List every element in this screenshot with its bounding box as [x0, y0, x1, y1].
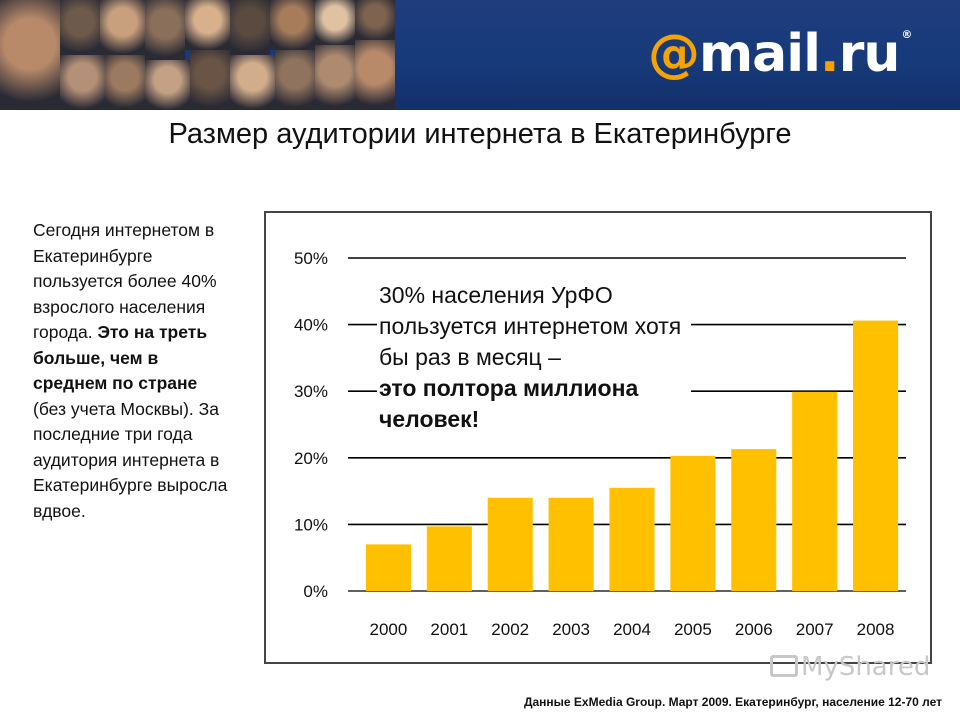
y-tick-label: 20% [294, 449, 328, 468]
collage-photo [355, 40, 395, 110]
bar-2000 [365, 544, 411, 591]
x-tick-label: 2003 [552, 620, 590, 639]
bar-2001 [426, 526, 472, 591]
y-tick-label: 10% [294, 515, 328, 534]
logo-at-sign: @ [648, 24, 700, 84]
mailru-logo[interactable]: @ mail. ru ® [648, 24, 912, 84]
slide-title: Размер аудитории интернета в Екатеринбур… [168, 118, 792, 150]
bar-chart: 0% 10% 20% 30% 40% 50% 2000 2001 2002 2003 2004 200… [294, 249, 906, 639]
description-bold: Это на треть больше, чем в среднем по ст… [33, 322, 208, 393]
collage-photo [230, 55, 275, 110]
collage-photo [0, 0, 60, 110]
bar-2005 [670, 455, 716, 591]
x-tick-label: 2002 [491, 620, 529, 639]
collage-photo [275, 50, 315, 110]
collage-photo [315, 0, 355, 45]
photo-collage [0, 0, 395, 110]
collage-photo [60, 0, 100, 55]
bar-2008 [853, 320, 899, 591]
header-banner: @ mail. ru ® [0, 0, 960, 110]
watermark: MyShared [770, 652, 930, 682]
collage-photo [145, 0, 185, 60]
x-tick-label: 2005 [674, 620, 712, 639]
description-text: Сегодня интернетом в Екатеринбурге польз… [33, 218, 228, 524]
presentation-icon [770, 655, 798, 677]
y-tick-label: 0% [303, 582, 328, 601]
collage-photo [190, 50, 230, 110]
bar-2007 [792, 391, 838, 591]
description-part-1: Сегодня интернетом в Екатеринбурге польз… [33, 220, 217, 342]
y-tick-label: 40% [294, 316, 328, 335]
bar-2006 [731, 449, 777, 591]
x-tick-label: 2001 [430, 620, 468, 639]
collage-photo [270, 0, 315, 50]
callout-bold-text: это полтора миллиона человек! [379, 375, 639, 432]
x-tick-label: 2007 [796, 620, 834, 639]
callout-text: 30% населения УрФО пользуется интернетом… [379, 282, 682, 370]
collage-photo [145, 60, 190, 110]
chart-callout: 30% населения УрФО пользуется интернетом… [377, 279, 691, 436]
x-tick-label: 2004 [613, 620, 651, 639]
logo-dot: . [819, 24, 840, 84]
collage-photo [60, 55, 105, 110]
logo-tld: ru [838, 24, 901, 84]
bar-2003 [548, 497, 594, 591]
collage-photo [355, 0, 395, 40]
source-footnote: Данные ExMedia Group. Март 2009. Екатери… [523, 695, 942, 709]
logo-word: mail [699, 24, 821, 84]
collage-photo [230, 0, 270, 55]
y-tick-label: 30% [294, 382, 328, 401]
y-tick-label: 50% [294, 249, 328, 268]
collage-photo [100, 0, 145, 55]
collage-photo [315, 45, 355, 110]
x-tick-label: 2006 [735, 620, 773, 639]
x-tick-label: 2000 [370, 620, 408, 639]
collage-photo [105, 55, 145, 110]
registered-mark: ® [901, 28, 912, 41]
bar-2004 [609, 487, 655, 591]
watermark-label: MyShared [801, 652, 931, 682]
x-tick-label: 2008 [857, 620, 895, 639]
description-part-2: (без учета Москвы). За последние три год… [33, 398, 228, 521]
bar-2002 [487, 497, 533, 591]
collage-photo [185, 0, 230, 50]
